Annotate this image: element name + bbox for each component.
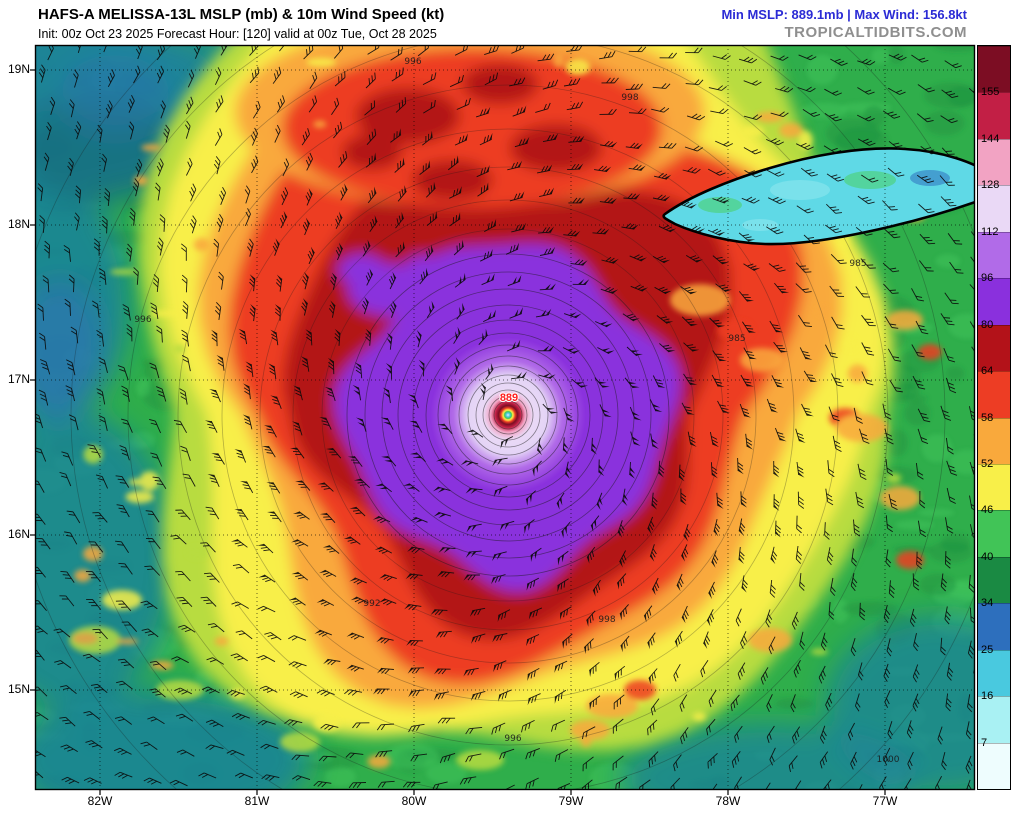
colorbar-segment [978,556,1010,604]
x-tick-label: 77W [872,794,898,808]
colorbar-segment [978,278,1010,325]
x-tick-label: 78W [715,794,741,808]
colorbar-tick-label: 80 [981,318,994,331]
y-tick-label: 17N [7,372,30,386]
x-tick-label: 82W [87,794,113,808]
init-forecast-valid-line: Init: 00z Oct 23 2025 Forecast Hour: [12… [38,27,437,41]
chart-title: HAFS-A MELISSA-13L MSLP (mb) & 10m Wind … [38,6,445,23]
colorbar-segment [978,185,1010,232]
map-border [34,44,976,791]
colorbar-tick-label: 155 [981,86,1000,99]
colorbar-tick-label: 40 [981,550,994,563]
colorbar-segment [978,46,1010,93]
svg-text:996: 996 [504,734,521,744]
min-pressure-label: 889 [500,392,518,404]
x-tick-label: 80W [401,794,427,808]
colorbar-tick-label: 128 [981,179,1000,192]
colorbar-segment [978,92,1010,139]
colorbar-tick-label: 25 [981,643,994,656]
colorbar-tick-label: 34 [981,597,994,610]
jamaica-island [662,147,975,246]
svg-text:992: 992 [363,599,380,609]
colorbar-segment [978,371,1010,418]
colorbar-segment [978,231,1010,279]
storm-eye [430,337,586,493]
colorbar-tick-label: 52 [981,457,994,470]
colorbar-segment [978,742,1010,789]
colorbar-segment [978,463,1010,511]
colorbar-tick-label: 144 [981,132,1000,145]
colorbar-tick-label: 112 [981,225,999,238]
colorbar-tick-label: 58 [981,411,994,424]
svg-text:996: 996 [134,315,151,325]
colorbar-segment [978,603,1010,650]
x-tick-label: 81W [244,794,270,808]
colorbar-segment [978,324,1010,372]
colorbar-segment [978,649,1010,697]
tropicaltidbits-watermark: TROPICALTIDBITS.COM [784,24,967,41]
axis-ticks [30,69,886,795]
svg-text:998: 998 [621,93,638,103]
colorbar-segment [978,417,1010,464]
y-tick-label: 15N [7,682,30,696]
colorbar-tick-label: 96 [981,272,994,285]
svg-text:985: 985 [728,334,745,344]
colorbar-segment [978,138,1010,186]
colorbar-tick-label: 16 [981,690,994,703]
colorbar-tick-label: 7 [981,736,988,749]
y-tick-label: 16N [7,527,30,541]
colorbar-segment [978,696,1010,743]
svg-text:998: 998 [598,615,615,625]
x-tick-label: 79W [558,794,584,808]
colorbar-tick-label: 46 [981,504,994,517]
contour-labels: 996 996 998 985 985 992 998 996 1000 [134,57,899,765]
y-tick-label: 18N [7,217,30,231]
colorbar-tick-label: 64 [981,365,994,378]
svg-text:985: 985 [849,259,866,269]
colorbar-segment [978,510,1010,557]
wind-speed-colorbar: 7 16 25 34 40 46 52 58 64 80 96 112 128 144 155 [977,45,1011,790]
min-mslp-max-wind-stats: Min MSLP: 889.1mb | Max Wind: 156.8kt [721,7,967,22]
y-tick-label: 19N [7,62,30,76]
svg-text:1000: 1000 [877,755,900,765]
svg-text:996: 996 [404,57,421,67]
wind-barbs [35,45,975,790]
